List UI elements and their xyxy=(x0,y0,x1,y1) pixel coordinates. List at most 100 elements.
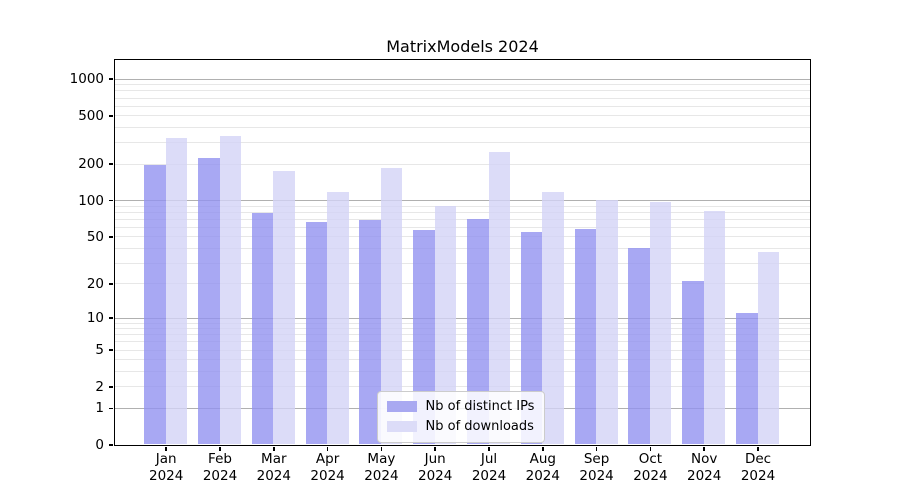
x-tick-mark xyxy=(703,446,705,451)
gridline-minor xyxy=(114,322,810,324)
y-tick-mark xyxy=(109,386,113,388)
x-tick-mark xyxy=(434,446,436,451)
legend-label-distinct-ips: Nb of distinct IPs xyxy=(425,399,535,414)
bar-downloads-jan xyxy=(165,137,188,445)
x-tick-label: Sep 2024 xyxy=(579,451,614,484)
gridline-major xyxy=(114,78,810,80)
y-tick-mark xyxy=(109,349,113,351)
y-tick-mark xyxy=(109,163,113,165)
y-tick-mark xyxy=(109,444,113,446)
y-tick-label: 50 xyxy=(86,228,104,245)
x-tick-label: Apr 2024 xyxy=(310,451,345,484)
bar-distinct-ips-may xyxy=(359,219,381,445)
bar-distinct-ips-nov xyxy=(682,280,704,445)
bar-distinct-ips-feb xyxy=(198,158,220,445)
gridline-minor xyxy=(114,262,810,264)
y-tick-label: 500 xyxy=(78,107,104,124)
chart-title: MatrixModels 2024 xyxy=(386,37,539,56)
bar-downloads-jun xyxy=(434,206,457,445)
bar-downloads-nov xyxy=(703,211,726,445)
y-tick-mark xyxy=(109,407,113,410)
x-tick-mark xyxy=(757,446,759,451)
x-tick-mark xyxy=(542,446,544,451)
gridline-minor xyxy=(114,283,810,285)
x-tick-mark xyxy=(488,446,490,451)
gridline-minor xyxy=(114,218,810,220)
gridline-major xyxy=(114,200,810,202)
gridline-minor xyxy=(114,386,810,388)
gridline-minor xyxy=(114,115,810,117)
x-tick-mark xyxy=(326,446,329,451)
y-tick-label: 0 xyxy=(95,437,104,453)
gridline-minor xyxy=(114,328,810,330)
x-tick-mark xyxy=(165,446,167,451)
bar-downloads-aug xyxy=(542,191,564,445)
x-tick-mark xyxy=(380,446,383,451)
legend-row-downloads: Nb of downloads xyxy=(386,417,536,437)
x-tick-label: Dec 2024 xyxy=(740,451,776,484)
legend-swatch-downloads xyxy=(386,421,417,432)
bar-distinct-ips-apr xyxy=(305,221,328,445)
gridline-minor xyxy=(114,90,810,92)
x-tick-mark xyxy=(219,446,221,451)
gridline-minor xyxy=(114,247,810,249)
legend-row-distinct-ips: Nb of distinct IPs xyxy=(386,397,536,417)
y-tick-mark xyxy=(109,236,113,238)
bar-distinct-ips-jan xyxy=(144,165,166,445)
x-tick-label: Feb 2024 xyxy=(202,451,238,484)
gridline-minor xyxy=(114,97,810,99)
x-tick-label: Mar 2024 xyxy=(256,451,291,484)
bar-distinct-ips-oct xyxy=(628,247,650,445)
gridline-minor xyxy=(114,127,810,129)
y-tick-label: 2 xyxy=(95,378,104,395)
legend: Nb of distinct IPs Nb of downloads xyxy=(376,390,545,443)
gridline-minor xyxy=(114,84,810,86)
x-tick-mark xyxy=(649,446,652,451)
gridline-minor xyxy=(114,163,810,165)
bar-downloads-jul xyxy=(488,151,510,445)
bar-downloads-may xyxy=(380,167,403,445)
x-tick-label: Jun 2024 xyxy=(418,451,453,484)
y-tick-mark xyxy=(109,199,113,202)
legend-label-downloads: Nb of downloads xyxy=(425,419,534,434)
gridline-minor xyxy=(114,142,810,144)
x-tick-label: Aug 2024 xyxy=(525,451,560,484)
y-tick-mark xyxy=(109,317,113,319)
x-tick-mark xyxy=(595,446,598,451)
bar-distinct-ips-dec xyxy=(736,312,758,445)
gridline-minor xyxy=(114,236,810,238)
x-tick-label: Jul 2024 xyxy=(471,451,507,484)
bar-downloads-oct xyxy=(649,201,672,445)
x-tick-label: Nov 2024 xyxy=(687,451,722,484)
x-tick-label: May 2024 xyxy=(364,451,399,484)
y-tick-label: 200 xyxy=(78,156,104,173)
y-tick-mark xyxy=(109,283,113,285)
gridline-minor xyxy=(114,211,810,213)
gridline-minor xyxy=(114,341,810,343)
bar-downloads-mar xyxy=(273,171,295,445)
y-tick-label: 100 xyxy=(78,192,104,209)
bar-downloads-sep xyxy=(596,199,618,445)
gridline-minor xyxy=(114,359,810,361)
x-tick-mark xyxy=(273,446,275,451)
gridline-minor xyxy=(114,105,810,107)
x-tick-label: Jan 2024 xyxy=(149,451,184,484)
legend-swatch-distinct-ips xyxy=(386,401,417,412)
y-tick-label: 5 xyxy=(95,342,104,359)
gridline-minor xyxy=(114,349,810,351)
y-tick-label: 20 xyxy=(86,275,104,292)
gridline-major xyxy=(114,317,810,319)
gridline-minor xyxy=(114,334,810,336)
y-tick-label: 1 xyxy=(95,400,104,417)
gridline-minor xyxy=(114,371,810,373)
bar-downloads-feb xyxy=(219,136,241,445)
x-tick-label: Oct 2024 xyxy=(633,451,668,484)
bar-distinct-ips-jul xyxy=(467,218,489,445)
bar-distinct-ips-sep xyxy=(574,229,597,445)
y-tick-mark xyxy=(109,115,113,117)
plot-area: Nb of distinct IPs Nb of downloads xyxy=(113,58,811,446)
y-tick-mark xyxy=(109,78,113,80)
bar-downloads-dec xyxy=(757,251,779,445)
bar-downloads-apr xyxy=(327,192,349,445)
